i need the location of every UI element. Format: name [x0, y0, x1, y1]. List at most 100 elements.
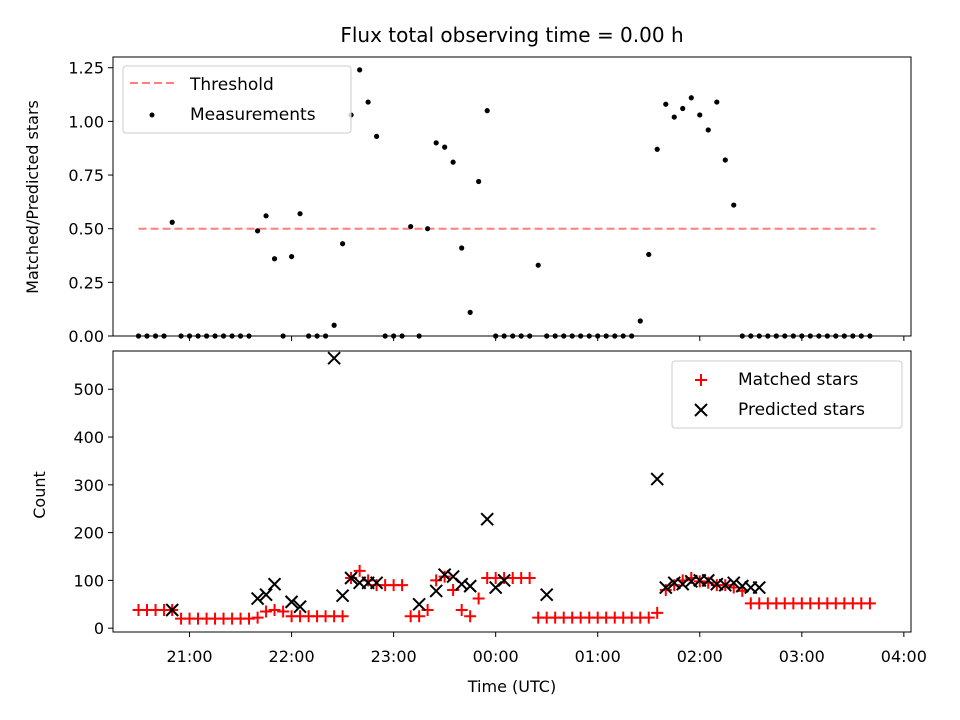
matched-star-marker — [659, 583, 672, 596]
predicted-star-marker — [701, 573, 715, 588]
count-legend-box — [671, 360, 903, 429]
predicted-star-marker — [539, 588, 554, 602]
measurement-point — [263, 213, 269, 219]
ratio-legend-box — [122, 65, 352, 134]
count-x-tick-label: 04:00 — [881, 647, 927, 666]
predicted-star-marker — [480, 512, 494, 526]
count-y-tick-label: 500 — [73, 380, 104, 399]
measurement-point — [671, 114, 677, 120]
count-x-tick-label: 00:00 — [473, 647, 519, 666]
measurement-point — [271, 256, 278, 262]
legend-matched-swatch — [695, 374, 707, 386]
predicted-star-marker — [454, 577, 469, 591]
measurement-point — [714, 99, 720, 105]
measurement-point — [450, 159, 456, 165]
measurement-point — [722, 157, 728, 163]
measurement-point — [408, 223, 414, 230]
legend-measurements-label: Measurements — [190, 105, 316, 125]
measurement-point — [433, 140, 439, 146]
matched-star-marker — [455, 604, 468, 617]
ratio-y-tick-label: 1.00 — [68, 112, 104, 131]
ratio-y-label: Matched/Predicted stars — [23, 100, 42, 294]
count-x-tick-label: 03:00 — [779, 647, 825, 666]
count-x-tick-label: 22:00 — [269, 647, 315, 666]
measurement-point — [442, 144, 448, 150]
count-y-tick-label: 200 — [73, 524, 104, 543]
ratio-y-ticks: 0.00 0.25 0.50 0.75 1.00 1.25 — [68, 59, 113, 346]
predicted-star-marker — [165, 603, 179, 617]
count-axes-frame — [112, 350, 912, 633]
count-x-tick-label: 01:00 — [575, 647, 621, 666]
matched-star-marker — [362, 574, 375, 587]
predicted-star-marker — [463, 579, 477, 593]
count-x-tick-label: 02:00 — [677, 647, 723, 666]
measurement-point — [459, 245, 465, 251]
predicted-star-marker — [497, 573, 511, 588]
measurement-point — [365, 99, 371, 105]
measurement-point — [467, 309, 473, 315]
predicted-star-marker — [650, 472, 664, 486]
measurement-point — [535, 262, 541, 268]
matched-star-marker — [413, 610, 426, 623]
predicted-star-marker — [718, 578, 732, 592]
count-legend: Matched stars Predicted stars — [671, 360, 903, 429]
measurement-point — [288, 253, 295, 260]
count-panel: 0 100 200 300 400 500 21:00 22:00 23:00 00:00 01:… — [30, 350, 927, 696]
measurement-point — [688, 95, 694, 101]
predicted-star-marker — [676, 577, 690, 591]
count-y-label: Count — [30, 471, 49, 519]
legend-predicted-swatch — [694, 403, 708, 417]
legend-measurements-swatch — [149, 112, 155, 118]
predicted-star-marker — [250, 591, 265, 606]
count-y-tick-label: 100 — [73, 571, 104, 590]
matched-star-marker — [336, 610, 349, 623]
predicted-star-marker — [327, 351, 341, 365]
measurement-point — [254, 228, 261, 234]
legend-predicted-label: Predicted stars — [738, 400, 865, 420]
count-x-label: Time (UTC) — [467, 677, 556, 696]
predicted-star-marker — [412, 597, 426, 611]
ratio-panel: 0.00 0.25 0.50 0.75 1.00 1.25 Matched/Predict… — [23, 56, 912, 346]
predicted-star-marker — [369, 576, 384, 590]
matched-star-marker — [396, 579, 409, 592]
measurement-point — [340, 241, 346, 247]
predicted-star-marker — [259, 588, 273, 602]
ratio-y-tick-label: 0.50 — [68, 220, 104, 239]
measurement-point — [169, 219, 175, 225]
matched-star-marker — [523, 571, 536, 584]
predicted-star-marker — [659, 580, 673, 595]
legend-matched-label: Matched stars — [738, 370, 858, 390]
matched-star-marker — [277, 605, 290, 618]
ratio-x-ticks — [189, 336, 905, 341]
matched-star-marker — [268, 604, 281, 617]
matched-star-marker — [251, 611, 264, 624]
measurement-point — [484, 108, 490, 114]
measurement-point — [357, 67, 363, 73]
predicted-star-marker — [293, 599, 307, 614]
matched-star-marker — [668, 579, 681, 592]
ratio-y-tick-label: 0.25 — [68, 273, 104, 292]
predicted-star-marker — [437, 567, 452, 582]
ratio-y-tick-label: 1.25 — [68, 59, 104, 78]
measurement-point — [476, 178, 482, 185]
predicted-stars-layer — [165, 351, 766, 617]
measurement-point — [297, 211, 303, 217]
count-x-tick-label: 21:00 — [166, 647, 212, 666]
predicted-star-marker — [752, 580, 766, 595]
measurement-point — [705, 127, 711, 133]
measurement-point — [663, 101, 669, 107]
predicted-star-marker — [267, 577, 282, 591]
matched-star-marker — [472, 592, 485, 605]
ratio-y-tick-label: 0.00 — [68, 327, 104, 346]
measurement-point — [731, 202, 737, 208]
measurement-point — [680, 105, 686, 112]
matched-star-marker — [702, 576, 715, 589]
chart-title: Flux total observing time = 0.00 h — [340, 23, 683, 47]
matched-star-marker — [464, 610, 477, 623]
matched-star-marker — [642, 611, 655, 624]
predicted-star-marker — [335, 588, 350, 603]
ratio-y-tick-label: 0.75 — [68, 166, 104, 185]
measurement-point — [697, 112, 703, 118]
measurement-point — [646, 251, 652, 258]
